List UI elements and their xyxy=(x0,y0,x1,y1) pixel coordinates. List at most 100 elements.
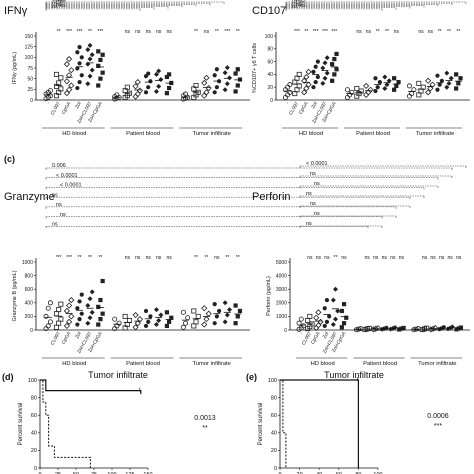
data-point xyxy=(344,87,350,93)
group-label: Tumor infiltrate xyxy=(192,361,230,367)
panel-label: (d) xyxy=(2,372,14,382)
data-point xyxy=(148,314,153,319)
data-point xyxy=(375,85,380,90)
significance-label: ** xyxy=(204,255,208,261)
significance-label: *** xyxy=(322,29,328,35)
data-point xyxy=(222,70,228,76)
data-point xyxy=(235,83,240,88)
data-point xyxy=(77,317,82,322)
y-tick-label: 20 xyxy=(267,85,273,91)
data-point xyxy=(377,79,382,85)
group-label: Tumor infiltrate xyxy=(416,131,454,137)
data-point xyxy=(233,89,238,94)
y-tick-label: 100 xyxy=(268,378,277,384)
data-point xyxy=(183,320,189,326)
y-tick-label: 0 xyxy=(274,466,277,472)
data-point xyxy=(212,73,217,78)
data-point xyxy=(435,87,440,92)
data-point xyxy=(96,304,101,309)
data-point xyxy=(75,306,80,311)
y-tick-label: 40 xyxy=(267,72,273,78)
data-point xyxy=(89,52,95,58)
x-tick-label: Zol xyxy=(310,101,319,110)
data-point xyxy=(416,80,422,86)
data-point xyxy=(191,323,197,329)
significance-label: *** xyxy=(294,29,300,35)
data-point xyxy=(112,316,118,322)
data-point xyxy=(315,322,322,329)
data-point xyxy=(335,308,341,314)
data-point xyxy=(116,320,122,326)
group-label: Patient blood xyxy=(363,361,397,367)
data-point xyxy=(98,57,103,62)
bracket-label: ns xyxy=(60,3,66,9)
bracket-label: ns xyxy=(292,0,298,3)
data-point xyxy=(134,90,141,98)
survival-curve xyxy=(280,379,287,468)
data-point xyxy=(341,321,347,326)
y-tick-label: 4000 xyxy=(276,273,287,279)
y-tick-label: 100 xyxy=(265,34,274,40)
significance-label: ** xyxy=(194,29,198,35)
x-tick-label: - xyxy=(299,331,304,335)
bracket-label: ns xyxy=(310,201,316,207)
data-point xyxy=(66,72,73,79)
y-tick-label: 125 xyxy=(25,44,34,50)
y-tick-label: 150 xyxy=(25,34,34,40)
data-point xyxy=(332,72,337,77)
data-point xyxy=(132,324,139,331)
data-point xyxy=(201,79,208,86)
data-point xyxy=(287,89,293,95)
significance-label: ns xyxy=(307,255,313,261)
y-tick-label: 80 xyxy=(31,395,37,401)
data-point xyxy=(185,94,191,100)
x-tick-label: CL097 xyxy=(288,101,300,117)
significance-label: ** xyxy=(304,29,308,35)
significance-label: ns xyxy=(156,255,162,261)
data-point xyxy=(324,70,330,76)
data-point xyxy=(89,309,95,315)
data-point xyxy=(180,309,186,315)
data-point xyxy=(68,67,75,74)
x-tick-label: CpGA xyxy=(298,100,310,115)
y-axis-label: Percent survival xyxy=(18,403,24,446)
data-point xyxy=(349,89,355,95)
group-label: HD blood xyxy=(299,131,323,137)
data-point xyxy=(358,88,364,94)
data-point xyxy=(193,319,199,325)
significance-label: ns xyxy=(456,255,462,261)
y-tick-label: 1000 xyxy=(22,260,33,266)
data-point xyxy=(222,319,228,325)
data-point xyxy=(439,78,444,83)
y-tick-label: 5000 xyxy=(276,260,287,266)
data-point xyxy=(311,69,316,74)
data-point xyxy=(68,82,75,89)
significance-label: ns xyxy=(356,29,362,35)
data-point xyxy=(373,88,378,94)
data-point xyxy=(89,289,95,295)
data-point xyxy=(58,316,64,322)
data-point xyxy=(153,322,159,328)
data-point xyxy=(85,303,91,309)
significance-label: ns xyxy=(135,255,141,261)
data-point xyxy=(222,87,228,93)
significance-label: ns xyxy=(373,255,379,261)
bracket-label: ns xyxy=(56,0,62,4)
data-point xyxy=(233,303,238,308)
significance-label: ** xyxy=(194,255,198,261)
data-point xyxy=(47,300,53,306)
data-point xyxy=(315,59,320,64)
data-point xyxy=(79,311,84,316)
data-point xyxy=(158,77,164,83)
data-point xyxy=(96,83,101,88)
data-point xyxy=(235,314,240,319)
data-point xyxy=(305,68,312,75)
data-point xyxy=(122,313,128,319)
significance-label: ns xyxy=(430,255,436,261)
data-point xyxy=(143,308,149,314)
x-tick-label: CpGA xyxy=(61,330,73,345)
y-tick-label: 100 xyxy=(28,378,37,384)
data-point xyxy=(203,89,210,96)
data-point xyxy=(68,297,75,304)
data-point xyxy=(454,86,459,91)
